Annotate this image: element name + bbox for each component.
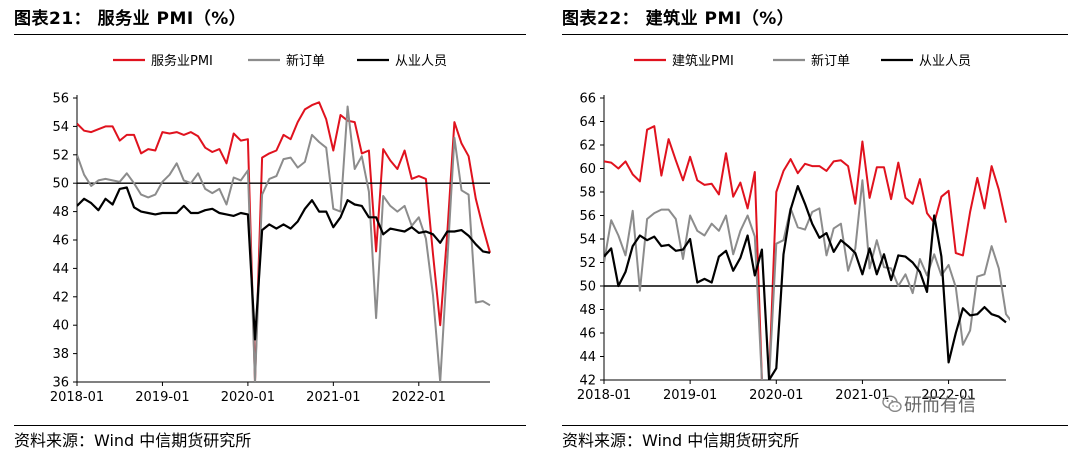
legend-label: 服务业PMI [151,53,213,69]
watermark: 研而有信 [882,391,976,417]
chart-title: 图表21： 服务业 PMI（%） [14,9,247,29]
x-tick-label: 2022-01 [392,390,446,405]
y-tick-label: 42 [579,374,596,389]
y-tick-label: 48 [52,205,69,220]
y-tick-label: 50 [579,280,596,295]
series-line [604,125,1007,380]
x-tick-label: 2022-01 [921,388,975,403]
y-tick-label: 62 [579,139,596,154]
series-line [77,101,491,382]
x-tick-label: 2020-01 [221,390,275,405]
y-tick-label: 46 [579,327,596,342]
x-tick-label: 2018-01 [577,388,631,403]
x-tick-label: 2018-01 [50,390,104,405]
y-tick-label: 54 [579,233,596,248]
title-rule [562,34,1068,35]
wechat-icon [882,395,902,413]
legend-label: 新订单 [286,53,325,69]
y-tick-label: 60 [579,162,596,177]
y-tick-label: 50 [52,177,69,192]
y-tick-label: 52 [579,256,596,271]
y-tick-label: 56 [52,92,69,107]
chart-panel-construction: 图表22： 建筑业 PMI（%） 建筑业PMI 新订单 从业人员 42 44 46 48 50… [548,0,1080,451]
y-tick-label: 44 [52,262,69,277]
chart-title: 图表22： 建筑业 PMI（%） [562,9,795,29]
source-note: 资料来源：Wind 中信期货研究所 [562,431,800,450]
source-rule [562,425,1068,426]
legend-label: 从业人员 [919,54,971,69]
y-tick-label: 66 [579,92,596,107]
watermark-text: 研而有信 [904,395,976,416]
series-line [77,186,491,341]
source-rule [14,425,526,426]
chart-panel-services: 图表21： 服务业 PMI（%） 服务业PMI 新订单 从业人员 36 38 40 42 44… [14,9,526,450]
x-tick-label: 2021-01 [306,390,360,405]
y-tick-label: 54 [52,120,69,135]
y-tick-label: 46 [52,234,69,249]
y-tick-label: 52 [52,148,69,163]
y-tick-label: 36 [52,376,69,391]
y-tick-label: 42 [52,290,69,305]
y-tick-label: 44 [579,350,596,365]
services-pmi-chart: 服务业PMI 新订单 从业人员 36 38 40 42 44 46 48 50 52 54 56 2018-… [50,53,491,405]
series-line [604,179,1010,380]
x-tick-label: 2021-01 [835,388,889,403]
x-tick-label: 2019-01 [663,388,717,403]
x-tick-label: 2019-01 [135,390,189,405]
y-tick-label: 48 [579,303,596,318]
y-tick-label: 38 [52,347,69,362]
construction-pmi-chart: 建筑业PMI 新订单 从业人员 42 44 46 48 50 52 54 56 58 60 62 64 66 2… [577,53,1010,403]
source-note: 资料来源：Wind 中信期货研究所 [14,431,252,450]
y-tick-label: 56 [579,209,596,224]
series-line [77,105,491,382]
legend-label: 从业人员 [395,54,447,69]
legend-label: 建筑业PMI [672,53,734,69]
y-tick-label: 64 [579,115,596,130]
y-tick-label: 58 [579,186,596,201]
x-tick-label: 2020-01 [749,388,803,403]
y-tick-label: 40 [52,319,69,334]
legend-label: 新订单 [811,53,850,69]
title-rule [14,34,526,35]
series-line [604,185,1007,380]
